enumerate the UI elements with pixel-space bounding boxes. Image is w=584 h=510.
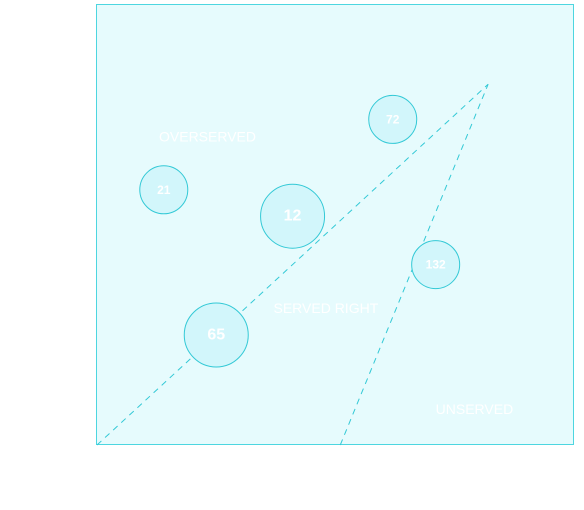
- plot-area: [96, 4, 574, 445]
- bubble-label-12: 12: [284, 208, 302, 225]
- zone-label-served-right: SERVED RIGHT: [273, 300, 378, 316]
- bubble-label-72: 72: [386, 112, 400, 126]
- zone-label-overserved: OVERSERVED: [159, 128, 256, 144]
- guide-line-1: [96, 83, 489, 446]
- zone-label-unserved: UNSERVED: [436, 401, 514, 417]
- guide-line-2: [339, 84, 489, 446]
- bubble-132: [411, 240, 461, 290]
- bubble-label-132: 132: [426, 258, 446, 272]
- bubble-65: [183, 302, 249, 368]
- bubble-12: [260, 183, 326, 249]
- bubble-label-21: 21: [157, 183, 171, 197]
- guide-lines: [96, 83, 489, 446]
- bubbles: 72 21 12 132 65: [139, 94, 461, 368]
- bubble-label-65: 65: [207, 327, 225, 344]
- bubble-21: [139, 165, 189, 215]
- bubble-72: [368, 94, 418, 144]
- zone-labels: OVERSERVED SERVED RIGHT UNSERVED: [159, 128, 513, 417]
